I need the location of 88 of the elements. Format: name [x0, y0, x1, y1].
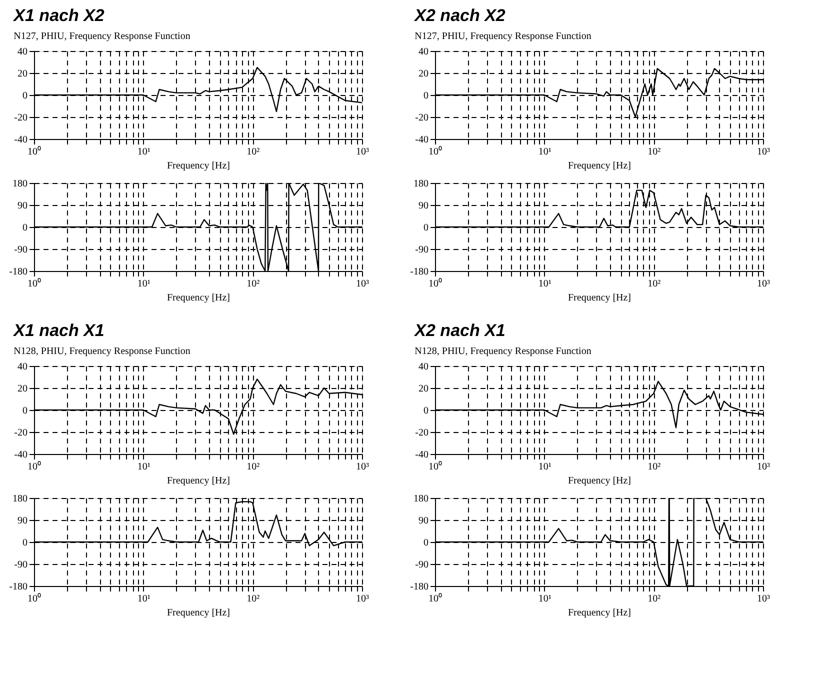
y-tick-label: -90	[415, 244, 428, 256]
y-tick-label: 90	[18, 516, 28, 526]
y-tick-label: -90	[14, 560, 28, 570]
chart-title: X2 nach X1	[414, 321, 506, 340]
y-tick-label: 90	[418, 200, 428, 212]
x-tick-label: 10³	[757, 146, 770, 158]
x-tick-label: 10³	[757, 462, 770, 472]
x-axis-title: Frequency [Hz]	[568, 292, 632, 304]
x-tick-label: 10²	[648, 594, 661, 604]
x-tick-label: 10¹	[137, 146, 150, 158]
y-tick-label: 40	[418, 362, 428, 372]
y-tick-label: 90	[18, 200, 28, 212]
x-tick-label: 10¹	[137, 594, 150, 604]
x-tick-label: 10³	[356, 462, 369, 472]
chart-title: X2 nach X2	[414, 6, 506, 25]
y-tick-label: 0	[424, 222, 428, 234]
y-tick-label: 20	[18, 68, 28, 80]
y-tick-label: 0	[22, 406, 28, 416]
y-tick-label: -180	[410, 266, 428, 278]
x-tick-label: 10²	[648, 146, 661, 158]
y-tick-label: 20	[418, 68, 428, 80]
x-tick-label: 10⁰	[428, 460, 442, 472]
x-tick-label: 10³	[757, 594, 770, 604]
x-tick-label: 10⁰	[28, 146, 42, 158]
chart-subtitle: N127, PHIU, Frequency Response Function	[14, 31, 190, 42]
x-tick-label: 10³	[356, 146, 369, 158]
y-tick-label: -40	[14, 450, 28, 460]
y-tick-label: 20	[418, 384, 428, 394]
chart-subtitle: N127, PHIU, Frequency Response Function	[414, 31, 592, 42]
y-tick-label: 0	[424, 538, 428, 548]
x-axis-title: Frequency [Hz]	[568, 476, 632, 486]
y-tick-label: -90	[415, 560, 428, 570]
x-tick-label: 10¹	[538, 462, 552, 472]
x-axis-title: Frequency [Hz]	[166, 476, 230, 486]
y-tick-label: -20	[415, 112, 428, 124]
y-tick-label: 180	[12, 494, 28, 504]
x-tick-label: 10¹	[137, 278, 150, 290]
x-axis-title: Frequency [Hz]	[166, 160, 230, 172]
x-tick-label: 10¹	[538, 278, 552, 290]
x-tick-label: 10²	[246, 594, 260, 604]
x-tick-label: 10⁰	[428, 278, 442, 290]
y-tick-label: 0	[424, 90, 428, 102]
y-tick-label: 20	[18, 384, 28, 394]
y-tick-label: 40	[18, 46, 28, 58]
chart-subtitle: N128, PHIU, Frequency Response Function	[14, 346, 190, 357]
x-tick-label: 10⁰	[28, 278, 42, 290]
x-tick-label: 10⁰	[428, 146, 442, 158]
y-tick-label: 180	[414, 494, 428, 504]
y-tick-label: -40	[415, 134, 428, 146]
x-tick-label: 10¹	[538, 146, 552, 158]
y-tick-label: 180	[12, 178, 28, 190]
x-tick-label: 10³	[757, 278, 770, 290]
y-tick-label: -20	[14, 112, 28, 124]
x-tick-label: 10²	[246, 278, 260, 290]
x-tick-label: 10¹	[538, 594, 552, 604]
x-axis-title: Frequency [Hz]	[166, 292, 230, 304]
y-tick-label: -20	[14, 428, 28, 438]
y-tick-label: 40	[18, 362, 28, 372]
y-tick-label: 180	[414, 178, 428, 190]
x-tick-label: 10²	[246, 462, 260, 472]
y-tick-label: -180	[410, 582, 428, 592]
x-tick-label: 10²	[648, 278, 661, 290]
y-tick-label: 0	[22, 538, 28, 548]
x-tick-label: 10¹	[137, 462, 150, 472]
y-tick-label: -180	[9, 266, 28, 278]
y-tick-label: -90	[14, 244, 28, 256]
y-tick-label: -180	[9, 582, 28, 592]
y-tick-label: 90	[418, 516, 428, 526]
y-tick-label: 0	[424, 406, 428, 416]
x-tick-label: 10³	[356, 594, 369, 604]
chart-title: X1 nach X2	[12, 6, 105, 25]
y-tick-label: 40	[418, 46, 428, 58]
x-tick-label: 10⁰	[28, 460, 42, 472]
x-tick-label: 10⁰	[28, 592, 42, 604]
y-tick-label: 0	[22, 222, 28, 234]
chart-title: X1 nach X1	[12, 321, 104, 340]
chart-subtitle: N128, PHIU, Frequency Response Function	[414, 346, 592, 357]
y-tick-label: -40	[14, 134, 28, 146]
y-tick-label: -20	[415, 428, 428, 438]
y-tick-label: -40	[415, 450, 428, 460]
x-tick-label: 10³	[356, 278, 369, 290]
x-axis-title: Frequency [Hz]	[568, 608, 632, 618]
y-tick-label: 0	[22, 90, 28, 102]
x-tick-label: 10²	[246, 146, 260, 158]
x-axis-title: Frequency [Hz]	[166, 608, 230, 618]
x-tick-label: 10⁰	[428, 592, 442, 604]
x-axis-title: Frequency [Hz]	[568, 160, 632, 172]
x-tick-label: 10²	[648, 462, 661, 472]
